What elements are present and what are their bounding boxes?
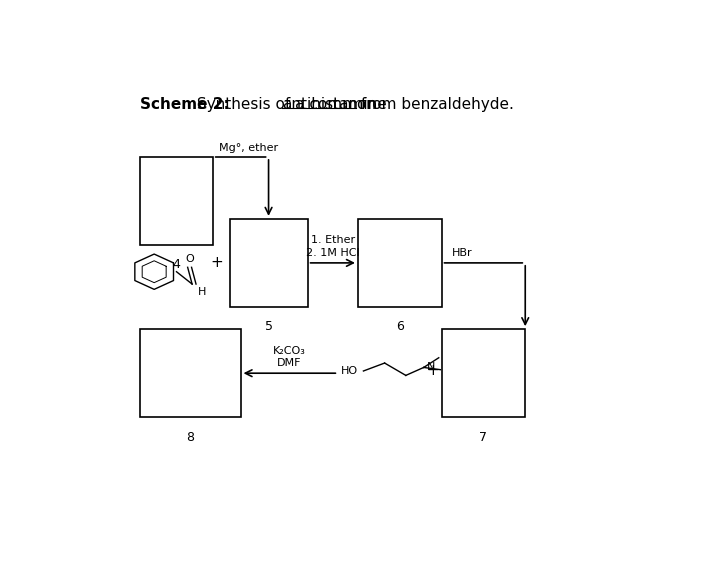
Text: from benzaldehyde.: from benzaldehyde. xyxy=(356,97,513,112)
Text: O: O xyxy=(185,254,194,264)
Text: Scheme 2:: Scheme 2: xyxy=(140,97,230,112)
Text: HO: HO xyxy=(341,366,358,376)
Text: 4: 4 xyxy=(173,258,181,272)
Text: 5: 5 xyxy=(264,320,273,333)
Text: Mg°, ether: Mg°, ether xyxy=(220,143,279,152)
Bar xyxy=(140,157,213,245)
Text: +: + xyxy=(211,256,224,270)
Bar xyxy=(230,219,307,307)
Text: 7: 7 xyxy=(480,430,487,444)
Bar xyxy=(140,329,240,417)
Text: antihistamine: antihistamine xyxy=(282,97,387,112)
Bar xyxy=(358,219,441,307)
Text: +: + xyxy=(427,363,439,379)
Text: Synthesis of a common: Synthesis of a common xyxy=(192,97,381,112)
Text: HBr: HBr xyxy=(451,249,472,258)
Text: K₂CO₃
DMF: K₂CO₃ DMF xyxy=(273,346,306,368)
Bar xyxy=(441,329,526,417)
Text: 6: 6 xyxy=(396,320,404,333)
Text: 1. Ether
2. 1M HCl: 1. Ether 2. 1M HCl xyxy=(306,235,359,258)
Text: 8: 8 xyxy=(186,430,194,444)
Text: H: H xyxy=(198,286,206,297)
Text: N: N xyxy=(426,363,435,372)
